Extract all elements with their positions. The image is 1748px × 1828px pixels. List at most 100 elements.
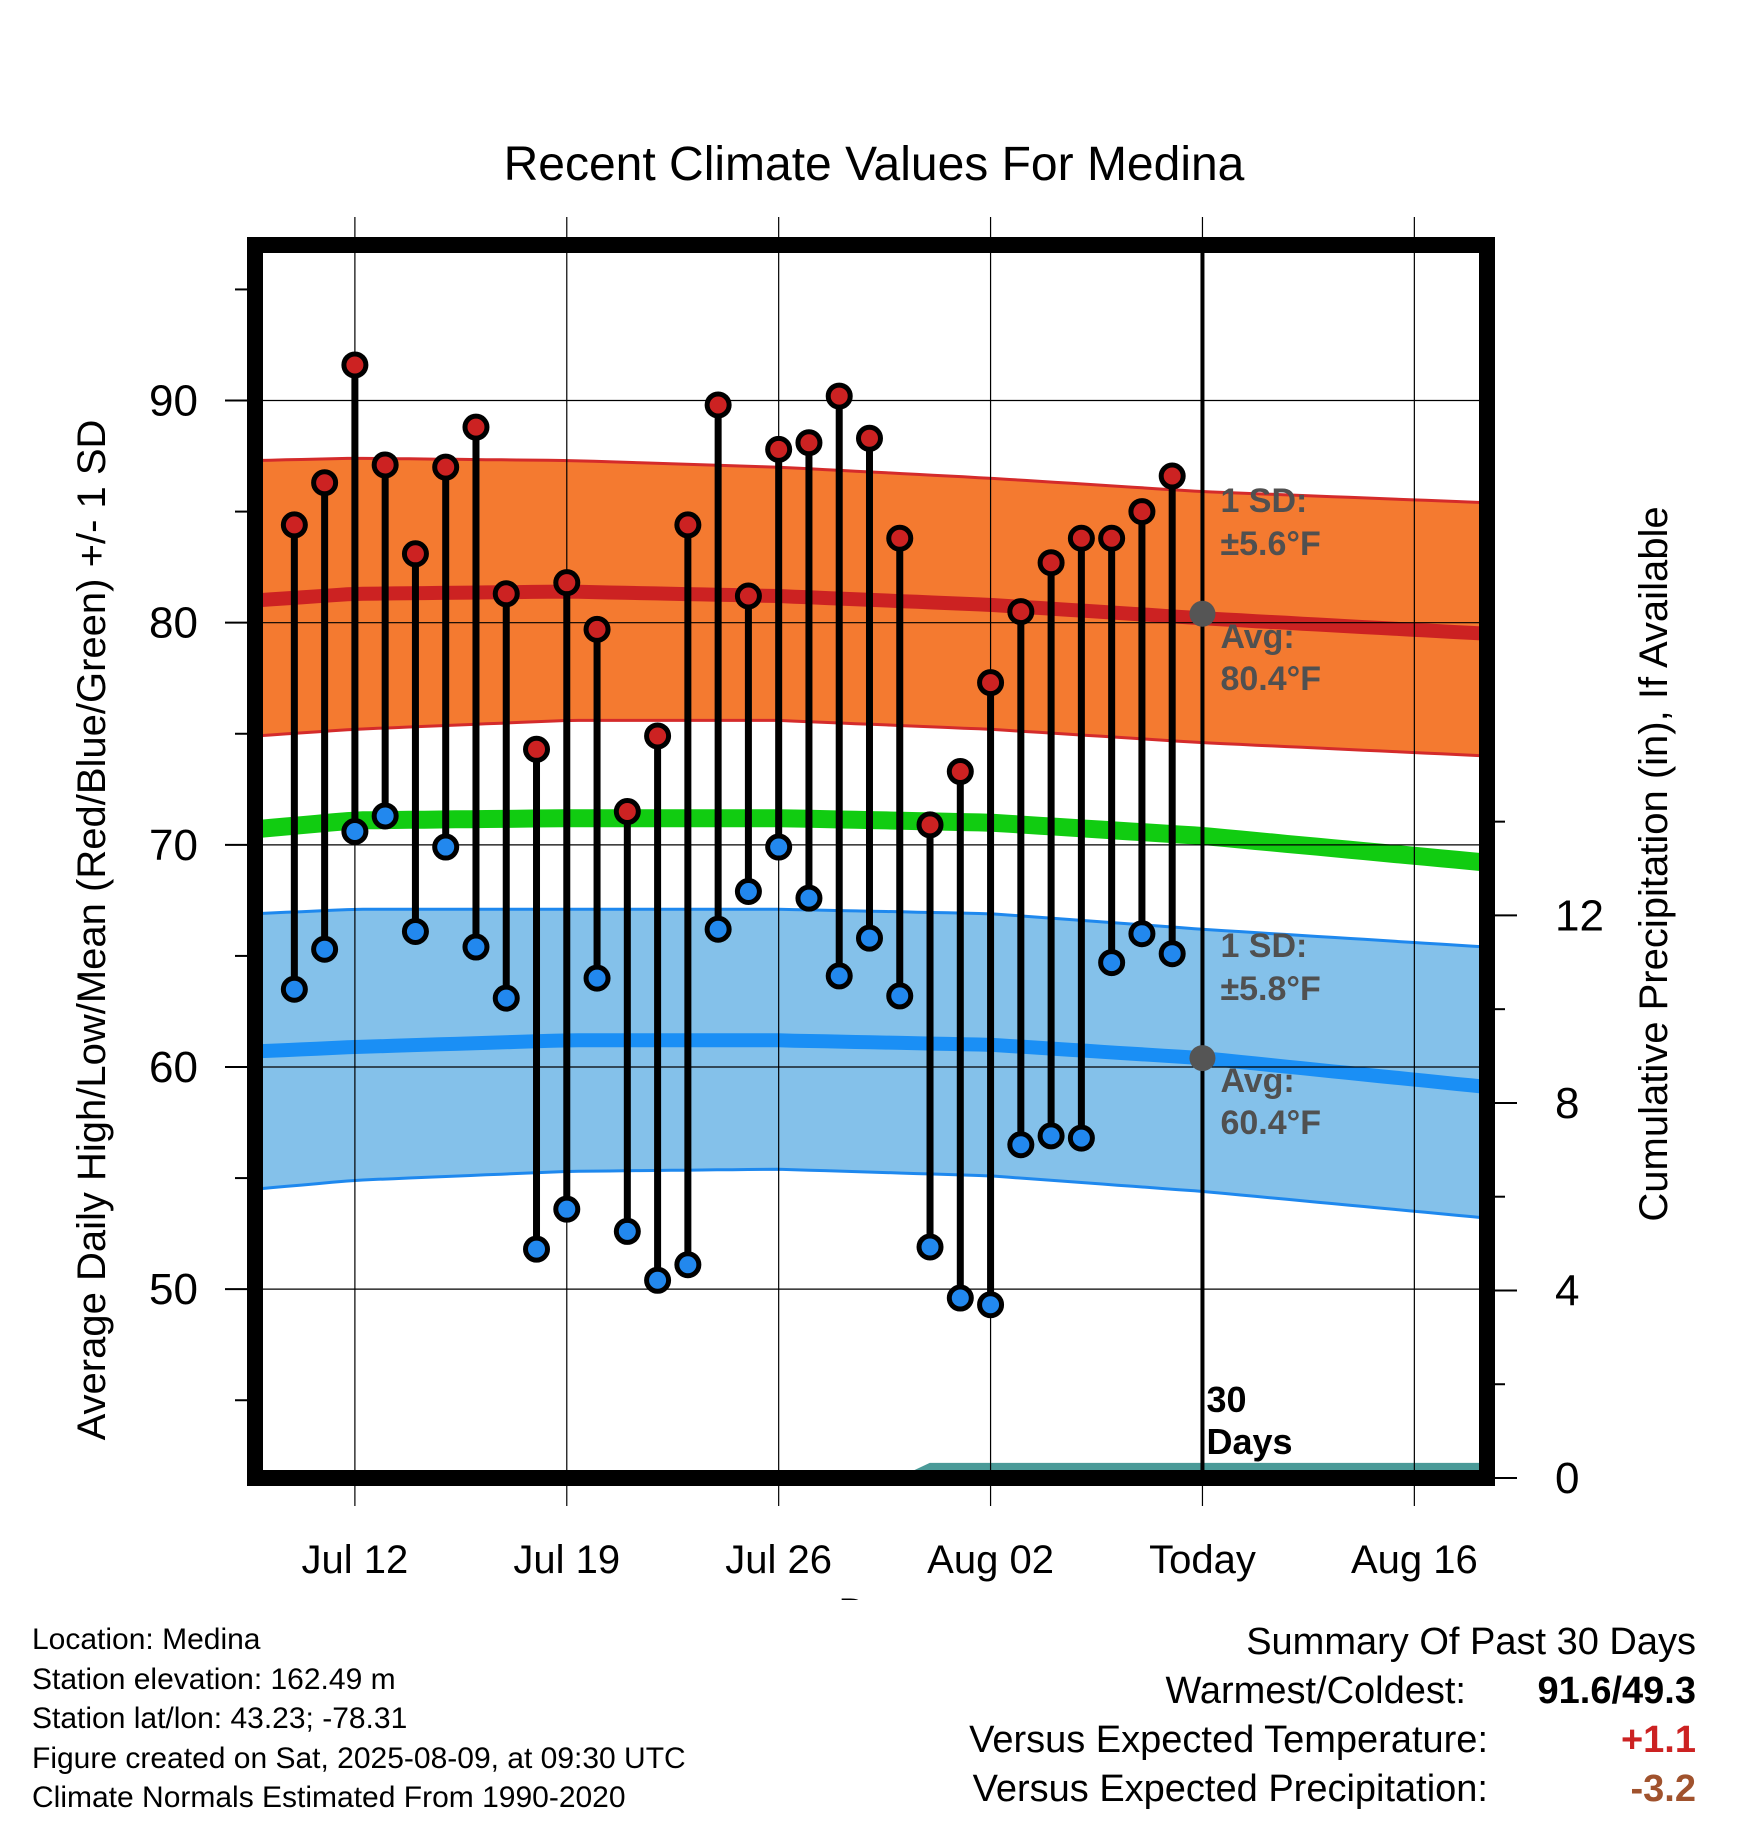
low-point <box>734 877 762 905</box>
high-point <box>1067 524 1095 552</box>
low-point <box>1128 920 1156 948</box>
x-tick-label: Aug 16 <box>1351 1538 1478 1582</box>
y2-axis-label: Cumulative Precipitation (in), If Availa… <box>1632 506 1676 1221</box>
high-point <box>644 722 672 750</box>
high-point <box>795 429 823 457</box>
low-point <box>311 935 339 963</box>
low-point <box>523 1235 551 1263</box>
low-point <box>492 984 520 1012</box>
low-sd-label: 1 SD: <box>1220 927 1307 965</box>
high-point <box>311 469 339 497</box>
low-point <box>644 1266 672 1294</box>
high-point <box>341 351 369 379</box>
low-point <box>1067 1124 1095 1152</box>
today-high-average-marker <box>1189 600 1216 627</box>
high-point <box>432 453 460 481</box>
y2-tick-label: 0 <box>1555 1454 1579 1503</box>
x-tick-label: Jul 26 <box>725 1538 832 1582</box>
high-point <box>553 569 581 597</box>
high-avg-label: Avg: <box>1220 618 1294 656</box>
low-point <box>401 917 429 945</box>
high-point <box>583 615 611 643</box>
low-point <box>946 1284 974 1312</box>
low-average-line <box>254 1033 1488 1094</box>
high-point <box>765 435 793 463</box>
high-point <box>280 511 308 539</box>
low-point <box>977 1291 1005 1319</box>
low-sd-lower-edge <box>254 1167 1488 1220</box>
high-point <box>1158 462 1186 490</box>
days-count-label: 30 <box>1206 1379 1246 1420</box>
y-tick-label: 90 <box>149 377 198 426</box>
low-point <box>462 933 490 961</box>
high-sd-label: 1 SD: <box>1220 482 1307 520</box>
high-point <box>977 669 1005 697</box>
high-point <box>492 580 520 608</box>
low-point <box>1098 949 1126 977</box>
high-point <box>946 758 974 786</box>
high-point <box>734 582 762 610</box>
elevation-text: Station elevation: 162.49 m <box>32 1662 396 1696</box>
low-point <box>674 1251 702 1279</box>
high-point <box>1007 598 1035 626</box>
summary-panel: Summary Of Past 30 Days Warmest/Coldest:… <box>969 1618 1696 1814</box>
summary-title: Summary Of Past 30 Days <box>1246 1621 1696 1663</box>
temp-row: Versus Expected Temperature: +1.1 <box>969 1716 1696 1765</box>
plot-frame <box>247 237 1495 1486</box>
high-point <box>855 424 883 452</box>
y-tick-label: 70 <box>149 821 198 870</box>
high-avg-value: 80.4°F <box>1220 660 1321 698</box>
x-tick-label: Jul 19 <box>513 1538 620 1582</box>
low-avg-value: 60.4°F <box>1220 1104 1321 1142</box>
x-axis-label: Day <box>838 1591 909 1600</box>
y-axis-label: Average Daily High/Low/Mean (Red/Blue/Gr… <box>70 420 114 1441</box>
created-text: Figure created on Sat, 2025-08-09, at 09… <box>32 1741 686 1775</box>
low-avg-label: Avg: <box>1220 1062 1294 1100</box>
normals-text: Climate Normals Estimated From 1990-2020 <box>32 1781 626 1814</box>
high-point <box>613 798 641 826</box>
location-text: Location: Medina <box>32 1623 261 1656</box>
temp-label: Versus Expected Temperature: <box>969 1719 1488 1761</box>
days-unit-label: Days <box>1206 1421 1292 1462</box>
high-point <box>825 382 853 410</box>
x-tick-label: Aug 02 <box>927 1538 1054 1582</box>
low-sd-value: ±5.8°F <box>1220 970 1320 1008</box>
high-point <box>462 413 490 441</box>
low-point <box>1007 1131 1035 1159</box>
high-sd-value: ±5.6°F <box>1220 525 1320 563</box>
high-point <box>1128 498 1156 526</box>
y2-tick-label: 8 <box>1555 1079 1579 1128</box>
station-info: Location: Medina Station elevation: 162.… <box>32 1620 686 1818</box>
low-point <box>916 1233 944 1261</box>
precip-label: Versus Expected Precipitation: <box>972 1768 1488 1810</box>
high-point <box>674 511 702 539</box>
high-point <box>1037 549 1065 577</box>
plot-area: 1 SD: ±5.6°F Avg: 80.4°F 1 SD: ±5.8°F Avg: 60.4… <box>149 217 1604 1582</box>
low-point <box>855 924 883 952</box>
warmest-label: Warmest/Coldest: <box>1165 1670 1466 1712</box>
y2-tick-label: 12 <box>1555 891 1604 940</box>
precip-row: Versus Expected Precipitation: -3.2 <box>969 1765 1696 1814</box>
low-point <box>341 818 369 846</box>
warmest-value: 91.6/49.3 <box>1537 1670 1696 1712</box>
high-point <box>886 524 914 552</box>
low-point <box>795 884 823 912</box>
y-tick-label: 80 <box>149 599 198 648</box>
low-point <box>1037 1122 1065 1150</box>
low-point <box>613 1217 641 1245</box>
high-point <box>371 451 399 479</box>
low-point <box>704 915 732 943</box>
low-point <box>886 982 914 1010</box>
low-point <box>432 833 460 861</box>
x-tick-label: Jul 12 <box>302 1538 409 1582</box>
y2-tick-label: 4 <box>1555 1266 1579 1315</box>
high-point <box>523 735 551 763</box>
today-low-average-marker <box>1189 1045 1216 1072</box>
chart-title: Recent Climate Values For Medina <box>504 138 1245 191</box>
low-point <box>825 962 853 990</box>
low-point <box>1158 940 1186 968</box>
warmest-row: Warmest/Coldest: 91.6/49.3 <box>969 1667 1696 1716</box>
low-sd-band <box>255 909 1487 1219</box>
latlon-text: Station lat/lon: 43.23; -78.31 <box>32 1702 408 1735</box>
y-tick-label: 50 <box>149 1265 198 1314</box>
